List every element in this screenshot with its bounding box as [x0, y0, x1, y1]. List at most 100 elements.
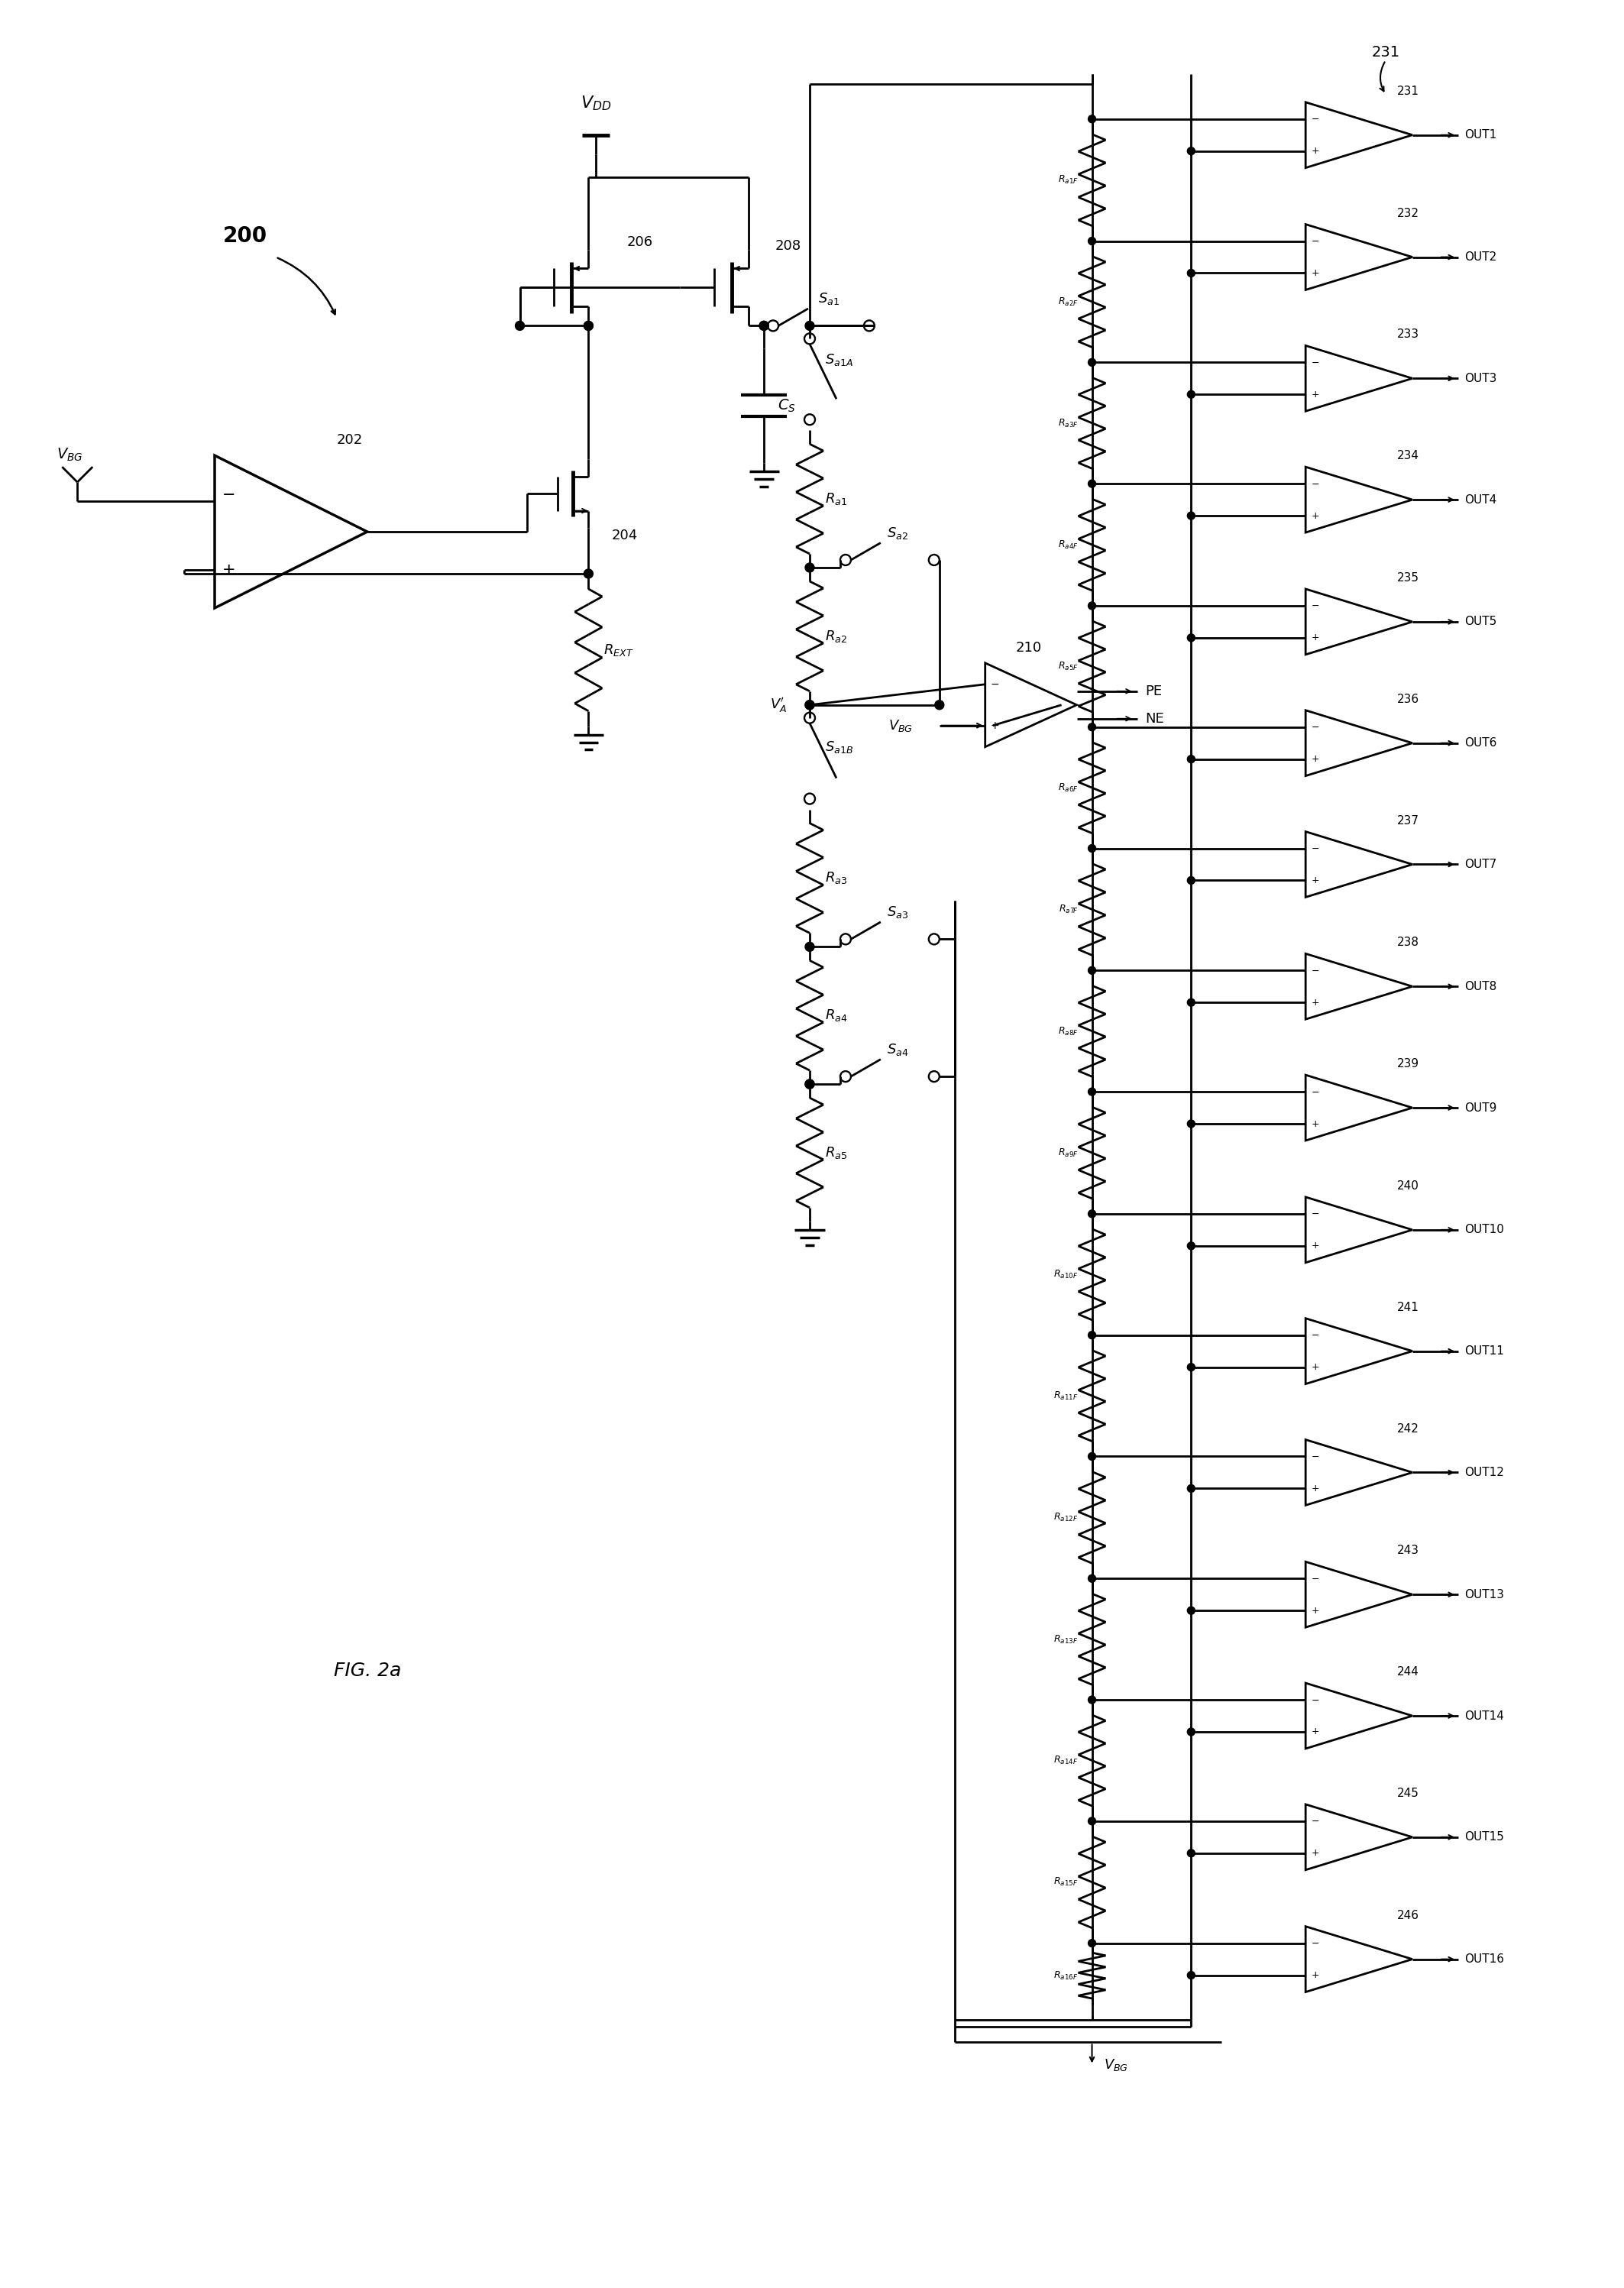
Text: $R_{a8F}$: $R_{a8F}$ — [1057, 1025, 1078, 1036]
Circle shape — [1088, 1087, 1096, 1096]
Text: $R_{a5}$: $R_{a5}$ — [825, 1144, 848, 1160]
Circle shape — [1088, 1453, 1096, 1460]
Circle shape — [1187, 1119, 1195, 1128]
Circle shape — [1088, 602, 1096, 609]
Text: $+$: $+$ — [1311, 146, 1319, 156]
Text: $-$: $-$ — [222, 485, 235, 501]
Text: $R_{a15F}$: $R_{a15F}$ — [1054, 1876, 1078, 1888]
Text: $+$: $+$ — [1311, 755, 1319, 764]
Text: 244: 244 — [1397, 1666, 1419, 1677]
Text: 245: 245 — [1397, 1787, 1419, 1798]
Text: 237: 237 — [1397, 815, 1419, 826]
Text: OUT1: OUT1 — [1465, 130, 1497, 142]
Text: $+$: $+$ — [1311, 1849, 1319, 1858]
Text: 210: 210 — [1015, 641, 1041, 654]
Text: 246: 246 — [1397, 1910, 1419, 1922]
Text: $R_{a9F}$: $R_{a9F}$ — [1057, 1146, 1078, 1158]
Circle shape — [515, 320, 525, 329]
Text: $+$: $+$ — [1311, 1970, 1319, 1979]
Text: $R_{a2F}$: $R_{a2F}$ — [1057, 297, 1078, 309]
Circle shape — [1187, 1972, 1195, 1979]
Circle shape — [1187, 1242, 1195, 1249]
Text: $+$: $+$ — [1311, 1483, 1319, 1494]
Circle shape — [1088, 1332, 1096, 1338]
Text: $R_{a4}$: $R_{a4}$ — [825, 1007, 848, 1023]
Circle shape — [760, 320, 768, 329]
Circle shape — [806, 563, 814, 572]
Text: 238: 238 — [1397, 936, 1419, 947]
Text: $-$: $-$ — [1311, 1087, 1319, 1096]
Text: 241: 241 — [1397, 1302, 1419, 1313]
Circle shape — [806, 700, 814, 709]
Text: 232: 232 — [1397, 208, 1419, 220]
Text: $R_{a1F}$: $R_{a1F}$ — [1057, 174, 1078, 185]
Text: $R_{a4F}$: $R_{a4F}$ — [1057, 540, 1078, 551]
Text: $R_{a3}$: $R_{a3}$ — [825, 869, 848, 885]
Text: $-$: $-$ — [1311, 1817, 1319, 1826]
Circle shape — [1088, 966, 1096, 975]
Text: $R_{a5F}$: $R_{a5F}$ — [1057, 661, 1078, 673]
Text: $S_{a1}$: $S_{a1}$ — [818, 291, 840, 307]
Text: 242: 242 — [1397, 1423, 1419, 1435]
Circle shape — [1088, 844, 1096, 851]
Circle shape — [935, 700, 944, 709]
Circle shape — [1187, 146, 1195, 156]
Text: $-$: $-$ — [1311, 602, 1319, 611]
Text: OUT10: OUT10 — [1465, 1224, 1504, 1236]
Text: OUT14: OUT14 — [1465, 1709, 1504, 1721]
Text: $R_{a2}$: $R_{a2}$ — [825, 629, 848, 643]
Text: NE: NE — [1145, 712, 1164, 725]
Text: 208: 208 — [775, 238, 802, 252]
Text: $+$: $+$ — [1311, 510, 1319, 522]
Text: OUT11: OUT11 — [1465, 1345, 1504, 1357]
Text: $V_{DD}$: $V_{DD}$ — [581, 94, 612, 112]
Circle shape — [1088, 1940, 1096, 1947]
Text: $S_{a2}$: $S_{a2}$ — [887, 526, 908, 540]
Text: 200: 200 — [222, 224, 268, 247]
Text: $-$: $-$ — [1311, 1938, 1319, 1947]
Circle shape — [806, 320, 814, 329]
Circle shape — [1088, 1210, 1096, 1217]
Circle shape — [1187, 634, 1195, 641]
Text: $+$: $+$ — [222, 563, 235, 577]
Circle shape — [1187, 1606, 1195, 1615]
Text: 233: 233 — [1397, 329, 1419, 341]
Text: $-$: $-$ — [1311, 844, 1319, 853]
Text: $V_{BG}$: $V_{BG}$ — [1103, 2057, 1129, 2073]
Circle shape — [1187, 1485, 1195, 1492]
Text: $+$: $+$ — [1311, 1240, 1319, 1252]
Circle shape — [1187, 1727, 1195, 1737]
Text: $-$: $-$ — [1311, 1695, 1319, 1705]
Text: $-$: $-$ — [1311, 357, 1319, 368]
Text: OUT3: OUT3 — [1465, 373, 1497, 384]
Circle shape — [1187, 391, 1195, 398]
Text: 243: 243 — [1397, 1544, 1419, 1556]
Text: $V_A'$: $V_A'$ — [770, 696, 786, 714]
Text: 236: 236 — [1397, 693, 1419, 705]
Text: 231: 231 — [1397, 85, 1419, 96]
Text: 234: 234 — [1397, 451, 1419, 462]
Circle shape — [1187, 1364, 1195, 1371]
Text: $-$: $-$ — [1311, 1208, 1319, 1220]
Circle shape — [806, 1080, 814, 1089]
Text: $-$: $-$ — [989, 680, 999, 689]
Text: $R_{a1}$: $R_{a1}$ — [825, 492, 848, 506]
Text: $R_{a12F}$: $R_{a12F}$ — [1054, 1512, 1078, 1524]
Text: $R_{a14F}$: $R_{a14F}$ — [1054, 1755, 1078, 1766]
Text: $S_{a3}$: $S_{a3}$ — [887, 904, 908, 920]
Circle shape — [1088, 1574, 1096, 1583]
Text: $-$: $-$ — [1311, 966, 1319, 975]
Text: $-$: $-$ — [1311, 1574, 1319, 1583]
Text: $+$: $+$ — [1311, 268, 1319, 279]
Text: $V_{BG}$: $V_{BG}$ — [57, 446, 83, 462]
Text: $-$: $-$ — [1311, 114, 1319, 124]
Circle shape — [1187, 270, 1195, 277]
Text: OUT16: OUT16 — [1465, 1954, 1504, 1965]
Text: $S_{a1B}$: $S_{a1B}$ — [825, 739, 853, 755]
Text: $-$: $-$ — [1311, 1329, 1319, 1341]
Text: 202: 202 — [336, 432, 362, 446]
Circle shape — [1187, 1849, 1195, 1858]
Circle shape — [1187, 998, 1195, 1007]
Text: PE: PE — [1145, 684, 1163, 698]
Text: 239: 239 — [1397, 1057, 1419, 1068]
